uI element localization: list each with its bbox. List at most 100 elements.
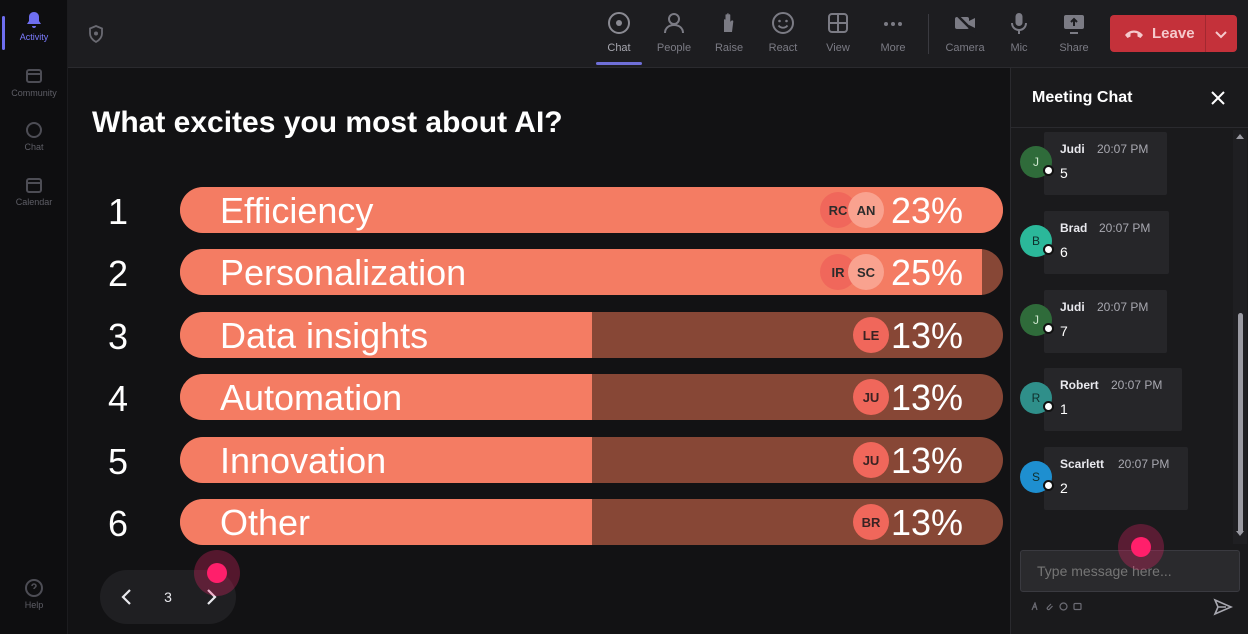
share-screen-icon xyxy=(1064,15,1084,34)
gif-icon[interactable] xyxy=(1073,602,1082,611)
rail-item-help[interactable]: Help xyxy=(0,578,68,610)
toolbar-chat-button[interactable]: Chat xyxy=(594,10,644,65)
rail-label-activity: Activity xyxy=(19,32,49,42)
leave-options-button[interactable] xyxy=(1206,29,1236,39)
chat-avatar[interactable]: J xyxy=(1020,146,1054,178)
chat-message-time: 20:07 PM xyxy=(1111,378,1163,392)
rail-item-chat[interactable]: Chat xyxy=(0,120,68,152)
chat-title: Meeting Chat xyxy=(1032,89,1133,106)
poll-option-fill xyxy=(180,312,592,358)
chat-message-time: 20:07 PM xyxy=(1097,142,1149,156)
chat-avatar[interactable]: J xyxy=(1020,304,1054,336)
chat-message-sender: Judi xyxy=(1060,142,1085,156)
poll-option-rank: 4 xyxy=(108,378,129,419)
chat-message-time: 20:07 PM xyxy=(1099,221,1151,235)
chat-scroll-thumb[interactable] xyxy=(1238,313,1243,534)
chevron-down-icon xyxy=(1215,30,1227,38)
poll-option-row: 2 Personalization IR SC 25% xyxy=(68,249,1010,295)
chat-message-sender: Scarlett xyxy=(1060,457,1105,471)
toolbar-mic-button[interactable]: Mic xyxy=(994,10,1044,54)
chat-icon xyxy=(26,122,42,138)
poll-option-label: Automation xyxy=(220,377,403,418)
poll-question: What excites you most about AI? xyxy=(92,106,563,139)
format-icon[interactable] xyxy=(1031,602,1040,611)
chat-avatar[interactable]: R xyxy=(1020,382,1054,414)
presence-indicator xyxy=(1043,165,1054,176)
poll-option-bar: Automation JU 13% xyxy=(180,374,1003,420)
poll-option-percent: 13% xyxy=(890,377,963,418)
shield-icon[interactable] xyxy=(86,24,106,44)
chevron-right-icon[interactable] xyxy=(200,586,222,608)
poll-option-label: Personalization xyxy=(220,252,467,293)
camera-off-icon xyxy=(954,12,976,34)
poll-option-rank: 5 xyxy=(108,441,129,482)
poll-option-bar: Personalization IR SC 25% xyxy=(180,249,1003,295)
toolbar-camera-button[interactable]: Camera xyxy=(940,10,990,54)
send-icon[interactable] xyxy=(1213,598,1233,616)
toolbar-share-button[interactable]: Share xyxy=(1049,10,1099,54)
smile-icon xyxy=(772,12,794,34)
poll-option-percent: 13% xyxy=(890,502,963,543)
voter-avatar: BR xyxy=(853,504,889,540)
presence-indicator xyxy=(1043,480,1054,491)
toolbar-camera-label: Camera xyxy=(945,42,985,54)
calendar-icon xyxy=(26,178,42,193)
poll-option-percent: 25% xyxy=(890,252,963,293)
rail-label-calendar: Calendar xyxy=(15,197,53,207)
chat-message-text: 5 xyxy=(1060,165,1068,181)
chat-message: Scarlett 20:07 PM 2 xyxy=(1044,447,1188,510)
leave-button[interactable]: Leave xyxy=(1110,15,1237,52)
toolbar-react-button[interactable]: React xyxy=(758,10,808,54)
rail-item-activity[interactable]: Activity xyxy=(0,10,68,50)
emoji-icon[interactable] xyxy=(1059,602,1068,611)
attach-icon[interactable] xyxy=(1045,602,1054,611)
chat-message-sender: Brad xyxy=(1060,221,1088,235)
toolbar-raise-button[interactable]: Raise xyxy=(704,10,754,54)
poll-option-label: Efficiency xyxy=(220,190,374,231)
chat-avatar-initial: B xyxy=(1031,234,1040,248)
community-icon xyxy=(26,69,42,83)
chat-message-input[interactable] xyxy=(1020,550,1240,592)
poll-option-rank: 2 xyxy=(108,253,129,294)
close-icon[interactable] xyxy=(1209,89,1227,107)
chevron-left-icon[interactable] xyxy=(116,586,138,608)
rail-item-community[interactable]: Community xyxy=(0,66,68,98)
chat-message-time: 20:07 PM xyxy=(1097,300,1149,314)
bell-icon xyxy=(27,12,41,28)
toolbar-people-button[interactable]: People xyxy=(649,10,699,54)
poll-option-rank: 3 xyxy=(108,316,129,357)
scroll-down-arrow-icon[interactable] xyxy=(1235,530,1245,538)
toolbar-more-label: More xyxy=(880,42,906,54)
voter-avatar: JU xyxy=(853,379,889,415)
poll-option-bar: Other BR 13% xyxy=(180,499,1003,545)
rail-label-chat: Chat xyxy=(24,142,44,152)
poll-option-fill xyxy=(180,437,592,483)
ellipsis-icon xyxy=(884,22,902,26)
chat-avatar-initial: S xyxy=(1031,470,1040,484)
chat-message-time: 20:07 PM xyxy=(1118,457,1170,471)
poll-option-bar: Innovation JU 13% xyxy=(180,437,1003,483)
poll-option-row: 5 Innovation JU 13% xyxy=(68,437,1010,483)
chat-avatar-initial: J xyxy=(1033,155,1039,169)
presence-indicator xyxy=(1043,244,1054,255)
poll-stage: What excites you most about AI? 1 Efficie… xyxy=(68,68,1010,634)
chat-avatar[interactable]: S xyxy=(1020,461,1054,493)
poll-option-fill xyxy=(180,374,592,420)
laser-pointer-dot-chat xyxy=(1118,524,1164,570)
scroll-up-arrow-icon[interactable] xyxy=(1235,132,1245,140)
poll-option-row: 1 Efficiency RC AN 23% xyxy=(68,187,1010,233)
chat-avatar[interactable]: B xyxy=(1020,225,1054,257)
chat-message: Brad 20:07 PM 6 xyxy=(1044,211,1169,274)
rail-item-calendar[interactable]: Calendar xyxy=(0,175,68,207)
toolbar-more-button[interactable]: More xyxy=(868,10,918,54)
voter-avatar: JU xyxy=(853,442,889,478)
microphone-icon xyxy=(1011,13,1027,34)
toolbar-mic-label: Mic xyxy=(1010,42,1028,54)
toolbar-view-button[interactable]: View xyxy=(813,10,863,54)
leave-main[interactable]: Leave xyxy=(1110,15,1206,52)
voter-avatar: SC xyxy=(848,254,884,290)
people-icon xyxy=(664,13,684,34)
laser-pointer-dot xyxy=(194,550,240,596)
chat-bubble-icon xyxy=(608,12,630,34)
poll-option-row: 6 Other BR 13% xyxy=(68,499,1010,545)
